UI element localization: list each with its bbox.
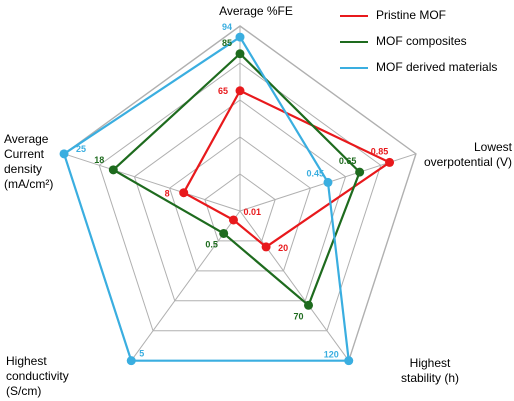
axis-label-current-density-line-2: Current	[4, 147, 45, 161]
data-labels-layer: 65 0.85 20 0.01 8 85 0.65 70 0.5 18 94 0.45 120 5 25	[76, 22, 388, 360]
axis-label-fe-line-1: Average %FE	[219, 4, 293, 18]
axis-label-conductivity-line-1: Highest	[6, 354, 47, 368]
legend-item-pristine-mof: Pristine MOF	[340, 8, 510, 26]
axis-label-overpotential-line-1: Lowest	[473, 140, 512, 154]
legend-item-mof-derived: MOF derived materials	[340, 60, 510, 94]
data-label-mof-composites-0: 85	[222, 38, 232, 48]
point-mof-composites-2	[304, 300, 314, 310]
axis-label-current-density: Average Current density (mA/cm²)	[4, 132, 74, 192]
axis-label-conductivity: Highest conductivity (S/cm)	[6, 354, 106, 399]
axis-label-fe: Average %FE	[206, 4, 306, 19]
axis-label-stability-line-2: stability (h)	[400, 371, 459, 385]
point-mof-derived-materials-4	[59, 149, 69, 159]
data-label-mof-composites-2: 70	[293, 311, 303, 321]
grid-ring-3	[133, 99, 347, 302]
grid-ring-4	[98, 62, 382, 332]
point-pristine-mof-1	[385, 157, 395, 167]
axis-label-conductivity-line-3: (S/cm)	[6, 384, 42, 398]
legend-label-mof-derived: MOF derived materials	[376, 60, 498, 74]
legend-swatch-mof-derived	[340, 67, 368, 69]
axis-label-stability: Highest stability (h)	[380, 356, 480, 386]
point-mof-composites-4	[108, 165, 118, 175]
point-mof-derived-materials-1	[323, 177, 333, 187]
data-label-mof-derived-materials-0: 94	[222, 22, 232, 32]
axis-label-current-density-line-3: density	[4, 162, 43, 176]
point-mof-composites-1	[355, 167, 365, 177]
point-mof-derived-materials-2	[344, 356, 354, 366]
axis-label-conductivity-line-2: conductivity	[6, 369, 69, 383]
point-mof-composites-0	[235, 49, 245, 59]
legend-swatch-mof-composites	[340, 41, 368, 43]
data-label-pristine-mof-3: 0.01	[243, 207, 261, 217]
data-label-mof-derived-materials-2: 120	[324, 350, 339, 360]
point-pristine-mof-4	[179, 188, 189, 198]
axis-label-overpotential-line-2: overpotential (V)	[423, 155, 512, 169]
data-label-pristine-mof-2: 20	[278, 243, 288, 253]
data-label-pristine-mof-1: 0.85	[371, 146, 389, 156]
grid-ring-1	[204, 173, 276, 242]
series-line-mof-derived-materials	[62, 35, 350, 362]
series-layer	[59, 32, 395, 366]
data-label-mof-composites-3: 0.5	[205, 239, 218, 249]
point-mof-derived-materials-0	[235, 32, 245, 42]
axis-label-current-density-line-1: Average	[4, 132, 49, 146]
grid-ring-2	[169, 136, 311, 272]
grid-spoke-4	[63, 153, 241, 212]
point-pristine-mof-2	[261, 242, 271, 252]
data-label-mof-composites-4: 18	[94, 155, 104, 165]
data-label-pristine-mof-4: 8	[165, 189, 170, 199]
legend: Pristine MOF MOF composites MOF derived …	[340, 8, 510, 96]
data-label-mof-derived-materials-3: 5	[139, 349, 144, 359]
legend-label-mof-composites: MOF composites	[376, 34, 467, 48]
data-label-mof-derived-materials-4: 25	[76, 144, 86, 154]
point-pristine-mof-0	[235, 86, 245, 96]
series-line-mof-composites	[112, 52, 361, 307]
axis-label-overpotential: Lowest overpotential (V)	[400, 140, 512, 170]
legend-label-pristine-mof: Pristine MOF	[376, 8, 447, 22]
data-label-mof-composites-1: 0.65	[339, 156, 357, 166]
series-line-pristine-mof	[182, 89, 391, 249]
legend-item-mof-composites: MOF composites	[340, 34, 510, 52]
point-mof-derived-materials-3	[126, 356, 136, 366]
legend-swatch-pristine-mof	[340, 15, 368, 17]
axis-label-current-density-line-4: (mA/cm²)	[4, 177, 54, 191]
data-label-pristine-mof-0: 65	[218, 86, 228, 96]
grid-spoke-2	[239, 210, 350, 361]
point-mof-composites-3	[219, 228, 229, 238]
axis-label-stability-line-1: Highest	[409, 356, 451, 370]
point-pristine-mof-3	[228, 215, 238, 225]
data-label-mof-derived-materials-1: 0.45	[306, 168, 324, 178]
